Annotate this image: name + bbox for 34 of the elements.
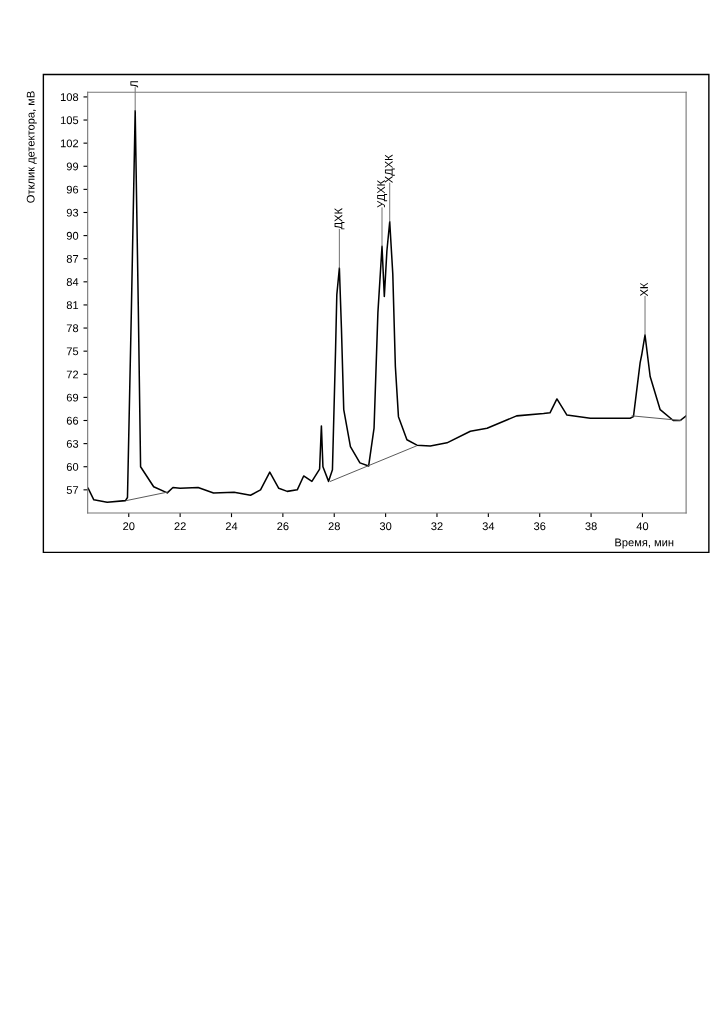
annotation: Л — [130, 81, 139, 88]
y-tick-label: 93 — [66, 208, 79, 217]
x-tick-label: 34 — [482, 522, 495, 531]
x-tick-label: 26 — [277, 522, 289, 531]
x-tick-label: 22 — [174, 522, 186, 531]
y-tick-label: 60 — [66, 462, 79, 471]
x-tick-label: 32 — [431, 522, 443, 531]
x-tick-label: 28 — [328, 522, 340, 531]
x-tick-label: 36 — [533, 522, 546, 531]
y-tick-label: 66 — [66, 416, 79, 425]
y-tick-label: 102 — [60, 139, 79, 148]
y-tick-label: 78 — [66, 324, 79, 333]
y-tick-label: 84 — [66, 278, 79, 286]
x-tick-label: 20 — [123, 522, 135, 531]
x-tick-label: 38 — [585, 522, 597, 531]
y-tick-label: 57 — [66, 486, 79, 494]
y-tick-label: 72 — [66, 370, 79, 379]
y-tick-label: 69 — [66, 393, 79, 402]
y-tick-label: 90 — [66, 231, 79, 240]
y-tick-label: 87 — [66, 254, 79, 263]
y-tick-label: 99 — [66, 162, 79, 171]
annotation: ХК — [640, 282, 648, 297]
y-tick-label: 108 — [60, 93, 79, 102]
y-tick-label: 63 — [66, 439, 79, 448]
y-tick-label: 105 — [60, 116, 79, 125]
x-axis-title: Время, мин — [615, 538, 674, 549]
y-tick-label: 81 — [66, 301, 79, 310]
x-tick-label: 30 — [379, 522, 392, 531]
y-axis-title: Отклик детектора, мВ — [26, 91, 37, 203]
annotation: ДХК — [334, 208, 345, 230]
y-tick-label: 75 — [66, 347, 79, 356]
x-tick-label: 24 — [225, 522, 238, 531]
x-tick-label: 40 — [636, 522, 649, 531]
y-tick-label: 96 — [66, 185, 79, 194]
